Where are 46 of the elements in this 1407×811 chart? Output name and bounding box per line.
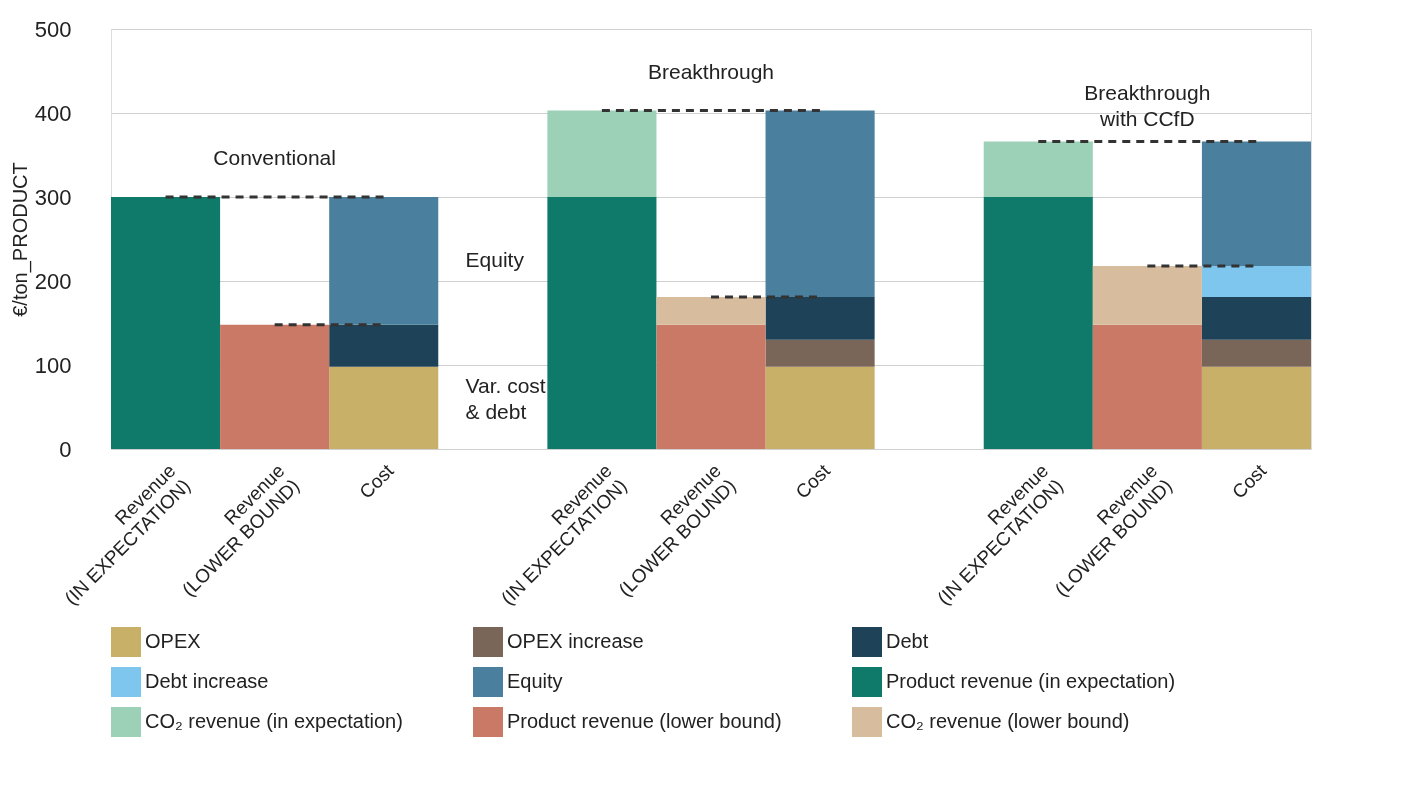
y-tick-label: 0 [59,436,72,462]
legend-label: OPEX [145,630,201,652]
y-tick-label: 300 [34,184,72,210]
annotation: Breakthrough with CCfD [1084,80,1211,130]
y-axis-title: €/ton_PRODUCT [8,162,32,317]
y-tick-label: 400 [34,100,72,126]
annotation: Breakthrough [647,59,775,83]
legend-label: Product revenue (in expectation) [886,670,1176,692]
bar [765,296,875,340]
legend-label: Debt [886,630,929,652]
bar [765,339,875,367]
y-tick-label: 100 [34,352,72,378]
bar [1092,265,1202,325]
x-tick-label: Cost [355,459,399,503]
legend-label: CO₂ revenue (in expectation) [145,710,403,732]
bar [983,197,1093,449]
annotation: Equity [465,247,525,271]
bar [1092,324,1202,449]
bar [983,141,1093,197]
bar [547,110,657,197]
bar [765,110,875,297]
bar [1201,339,1311,367]
bar [111,197,221,449]
y-tick-label: 200 [34,268,72,294]
bar [329,366,439,449]
legend-label: Debt increase [145,670,269,692]
bar [329,197,439,325]
bar [220,324,330,449]
bar [1201,366,1311,449]
x-tick-label: Cost [791,459,835,503]
legend-label: Equity [507,670,563,692]
legend-label: CO₂ revenue (lower bound) [886,710,1130,732]
bar [656,296,766,325]
annotation: Conventional [213,146,336,170]
x-tick-label: Cost [1227,459,1271,503]
y-tick-label: 500 [34,16,72,42]
bar [1201,265,1311,297]
bar [329,324,439,367]
annotation: Var. cost & debt [465,373,546,423]
bar [1201,141,1311,266]
legend-label: OPEX increase [507,630,644,652]
bar [1201,296,1311,340]
legend-label: Product revenue (lower bound) [507,710,782,732]
bar [656,324,766,449]
bar [547,197,657,449]
bar [765,366,875,449]
